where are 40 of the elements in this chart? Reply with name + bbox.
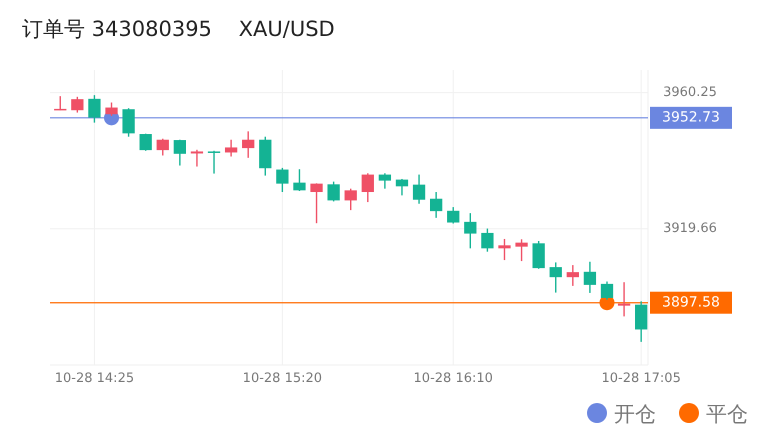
x-tick-label: 10-28 17:05 [601, 371, 681, 386]
candlestick [224, 139, 238, 158]
candlestick [584, 261, 596, 294]
candlestick [140, 132, 152, 152]
candlestick [481, 228, 494, 252]
ref-line-label: 3897.58 [662, 294, 720, 311]
candlestick [54, 95, 66, 111]
candlestick [378, 172, 392, 190]
candlestick [276, 167, 289, 193]
y-tick-label: 3919.66 [663, 221, 717, 236]
candlestick [464, 212, 476, 250]
candlestick [242, 130, 254, 159]
candlestick [293, 168, 306, 192]
candlestick [190, 149, 204, 168]
candlestick [550, 262, 562, 294]
x-tick-label: 10-28 15:20 [242, 371, 322, 386]
candlestick [447, 206, 460, 224]
candlestick [71, 96, 84, 114]
x-tick-label: 10-28 14:25 [54, 371, 134, 386]
candlestick [362, 172, 374, 203]
candlestick [88, 94, 101, 124]
candlestick [430, 191, 442, 219]
candlestick [412, 174, 426, 204]
candlestick [208, 150, 220, 174]
legend-label: 开仓 [614, 402, 656, 426]
candlestick [515, 238, 528, 262]
candlestick [327, 180, 340, 202]
candlestick [344, 188, 357, 211]
legend-label: 平仓 [706, 402, 748, 426]
candlestick [156, 138, 169, 156]
chart-title: 订单号 343080395 XAU/USD [22, 17, 335, 41]
candlestick [310, 182, 323, 224]
candlestick [174, 139, 186, 166]
x-tick-label: 10-28 16:10 [414, 371, 493, 386]
ref-line-label: 3952.73 [662, 110, 720, 126]
candlestick [566, 264, 579, 287]
candlestick [396, 178, 408, 196]
candlestick [498, 238, 511, 261]
y-tick-label: 3960.25 [663, 85, 717, 100]
candlestick [618, 282, 630, 318]
